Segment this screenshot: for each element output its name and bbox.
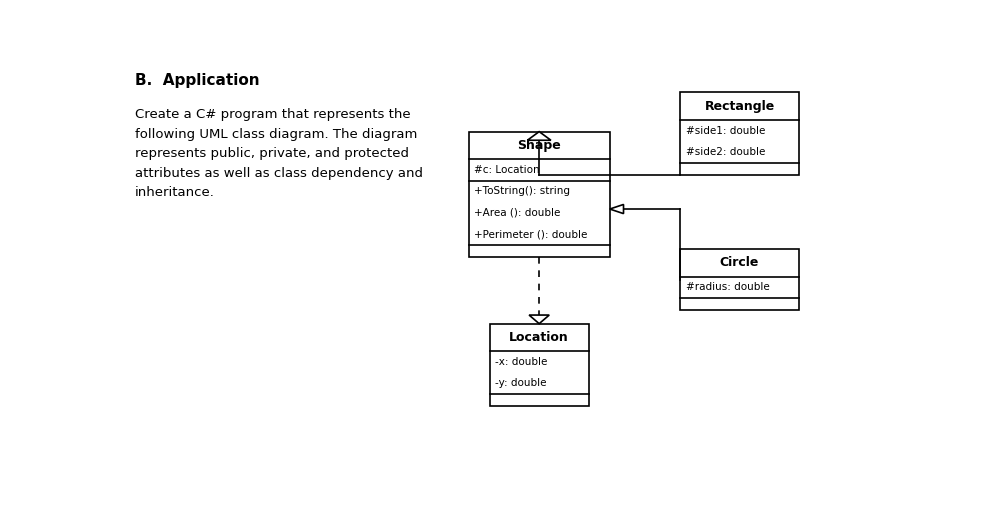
Polygon shape [527, 132, 551, 140]
Text: -y: double: -y: double [494, 379, 547, 388]
Polygon shape [610, 205, 624, 214]
Bar [681, 93, 799, 175]
Text: Create a C# program that represents the
following UML class diagram. The diagram: Create a C# program that represents the … [135, 108, 423, 199]
Text: #side2: double: #side2: double [686, 147, 765, 157]
Text: Location: Location [509, 331, 569, 344]
Text: #radius: double: #radius: double [686, 282, 769, 292]
Text: #side1: double: #side1: double [686, 126, 765, 135]
Polygon shape [529, 315, 550, 324]
Text: +Perimeter (): double: +Perimeter (): double [474, 230, 587, 240]
Text: -x: double: -x: double [494, 357, 548, 367]
Text: B.  Application: B. Application [135, 73, 259, 88]
Text: #c: Location: #c: Location [474, 165, 540, 175]
Bar [681, 249, 799, 310]
Bar [490, 324, 589, 406]
Bar [469, 132, 610, 257]
Text: Circle: Circle [720, 257, 759, 269]
Text: Shape: Shape [517, 139, 561, 152]
Text: +ToString(): string: +ToString(): string [474, 186, 570, 196]
Text: Rectangle: Rectangle [704, 100, 774, 112]
Text: +Area (): double: +Area (): double [474, 208, 560, 218]
